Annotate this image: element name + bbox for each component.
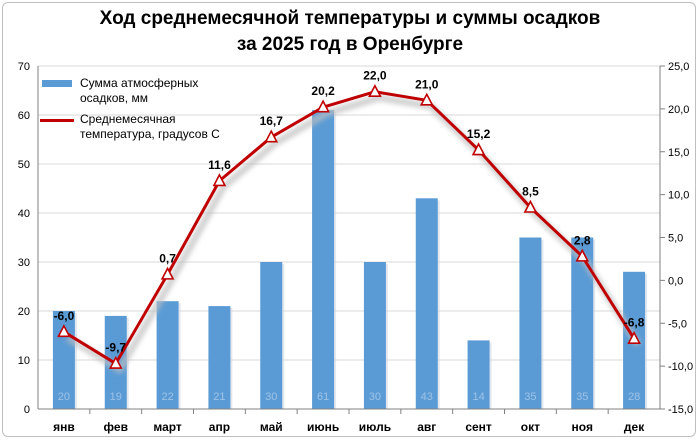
legend: Сумма атмосферных осадков, мм Среднемеся… [40, 76, 260, 148]
legend-bar-swatch [42, 80, 72, 87]
legend-item-temperature: Среднемесячная температура, градусов С [40, 112, 260, 142]
temperature-point [627, 330, 641, 344]
y-left-tick-label: 20 [18, 306, 30, 318]
x-category-label: май [260, 420, 283, 434]
precipitation-bar [519, 237, 542, 409]
precipitation-bar [415, 198, 438, 409]
y-right-tick-label: -15,0 [668, 404, 693, 416]
y-right-tick-label: 20,0 [668, 104, 689, 116]
x-category-label: апр [209, 420, 230, 434]
legend-label-precipitation-line-2: осадков, мм [80, 91, 148, 105]
data-labels: 20 19 22 21 30 61 30 43 14 35 35 28 -6,0 -9,7 0,7 11,6 1… [54, 69, 645, 403]
y-right-tick-label: 15,0 [668, 147, 689, 159]
chart-title-line-1: Ход среднемесячной температуры и суммы о… [99, 8, 601, 29]
axes: 0 10 20 30 40 50 60 70 -15,0 -10,0 -5,0 0,0 5,0 10,0 1… [18, 61, 693, 434]
temperature-point [160, 266, 175, 280]
legend-label-precipitation-line-1: Сумма атмосферных [80, 76, 199, 90]
temperature-value-label: 16,7 [260, 114, 284, 128]
precipitation-bar [312, 110, 335, 409]
bar-value-label: 22 [161, 391, 173, 403]
precipitation-bar [260, 262, 283, 409]
x-category-label: окт [521, 420, 540, 434]
precipitation-bar [363, 262, 386, 409]
bar-value-label: 20 [58, 391, 70, 403]
y-left-tick-label: 60 [18, 110, 30, 122]
y-left-tick-label: 50 [18, 159, 30, 171]
x-category-label: июнь [307, 420, 339, 434]
x-category-label: янв [53, 420, 75, 434]
y-right-tick-label: 10,0 [668, 190, 689, 202]
bar-value-label: 30 [265, 391, 277, 403]
bar-value-label: 21 [213, 391, 225, 403]
temperature-value-label: 2,8 [574, 233, 591, 247]
y-left-tick-label: 30 [18, 257, 30, 269]
bar-value-label: 30 [369, 391, 381, 403]
bar-value-label: 35 [524, 391, 536, 403]
legend-label-temperature-line-1: Среднемесячная [80, 112, 176, 126]
y-left-tick-label: 70 [18, 61, 30, 73]
temperature-point [471, 142, 486, 156]
temperature-value-label: -9,7 [105, 341, 126, 355]
bar-value-label: 19 [110, 391, 122, 403]
temperature-value-label: -6,8 [624, 316, 645, 330]
temperature-value-label: 21,0 [415, 77, 439, 91]
y-left-tick-label: 0 [24, 404, 30, 416]
bar-value-label: 14 [472, 391, 484, 403]
y-right-tick-label: 25,0 [668, 61, 689, 73]
gridlines [38, 65, 660, 361]
bar-value-label: 35 [576, 391, 588, 403]
y-right-tick-label: -10,0 [668, 361, 693, 373]
temperature-line [57, 84, 642, 374]
precipitation-bar [467, 340, 490, 409]
x-category-label: сент [465, 420, 492, 434]
precipitation-bar [156, 301, 179, 409]
temperature-point [575, 248, 590, 262]
x-category-label: ноя [572, 420, 593, 434]
temperature-point [212, 173, 227, 187]
chart-title-line-2: за 2025 год в Оренбурге [236, 34, 464, 55]
temperature-line-shadow [66, 94, 642, 374]
bar-value-label: 61 [317, 391, 329, 403]
y-right-tick-label: 0,0 [668, 275, 683, 287]
temperature-point [108, 355, 123, 369]
legend-label-temperature-line-2: температура, градусов С [80, 127, 220, 141]
legend-item-precipitation: Сумма атмосферных осадков, мм [40, 76, 260, 106]
y-right-tick-label: 5,0 [668, 233, 683, 245]
temperature-value-label: 15,2 [467, 127, 491, 141]
x-category-label: дек [624, 420, 645, 434]
temperature-point [419, 92, 434, 106]
y-right-tick-label: -5,0 [668, 318, 687, 330]
temperature-point [57, 324, 71, 338]
chart-title: Ход среднемесячной температуры и суммы о… [0, 6, 700, 58]
bar-value-label: 28 [628, 391, 640, 403]
temperature-point [523, 199, 538, 213]
temperature-value-label: 22,0 [363, 69, 387, 83]
temperature-value-label: 0,7 [159, 251, 176, 265]
temperature-value-label: -6,0 [54, 309, 75, 323]
temperature-point [316, 99, 330, 113]
temperature-point [368, 84, 382, 98]
precipitation-bars [52, 110, 648, 409]
x-category-label: март [153, 420, 182, 434]
x-category-label: июль [359, 420, 391, 434]
temperature-point [264, 129, 279, 143]
temperature-value-label: 11,6 [208, 158, 231, 172]
temperature-value-label: 20,2 [311, 84, 335, 98]
y-left-tick-label: 40 [18, 208, 30, 220]
x-category-label: авг [417, 420, 436, 434]
precipitation-bar [571, 237, 594, 409]
x-category-label: фев [104, 420, 128, 434]
y-left-tick-label: 10 [18, 355, 30, 367]
bar-value-label: 43 [421, 391, 433, 403]
temperature-value-label: 8,5 [522, 184, 539, 198]
precipitation-bar [208, 306, 231, 409]
legend-line-swatch [40, 119, 74, 122]
temperature-line-path [63, 90, 636, 366]
